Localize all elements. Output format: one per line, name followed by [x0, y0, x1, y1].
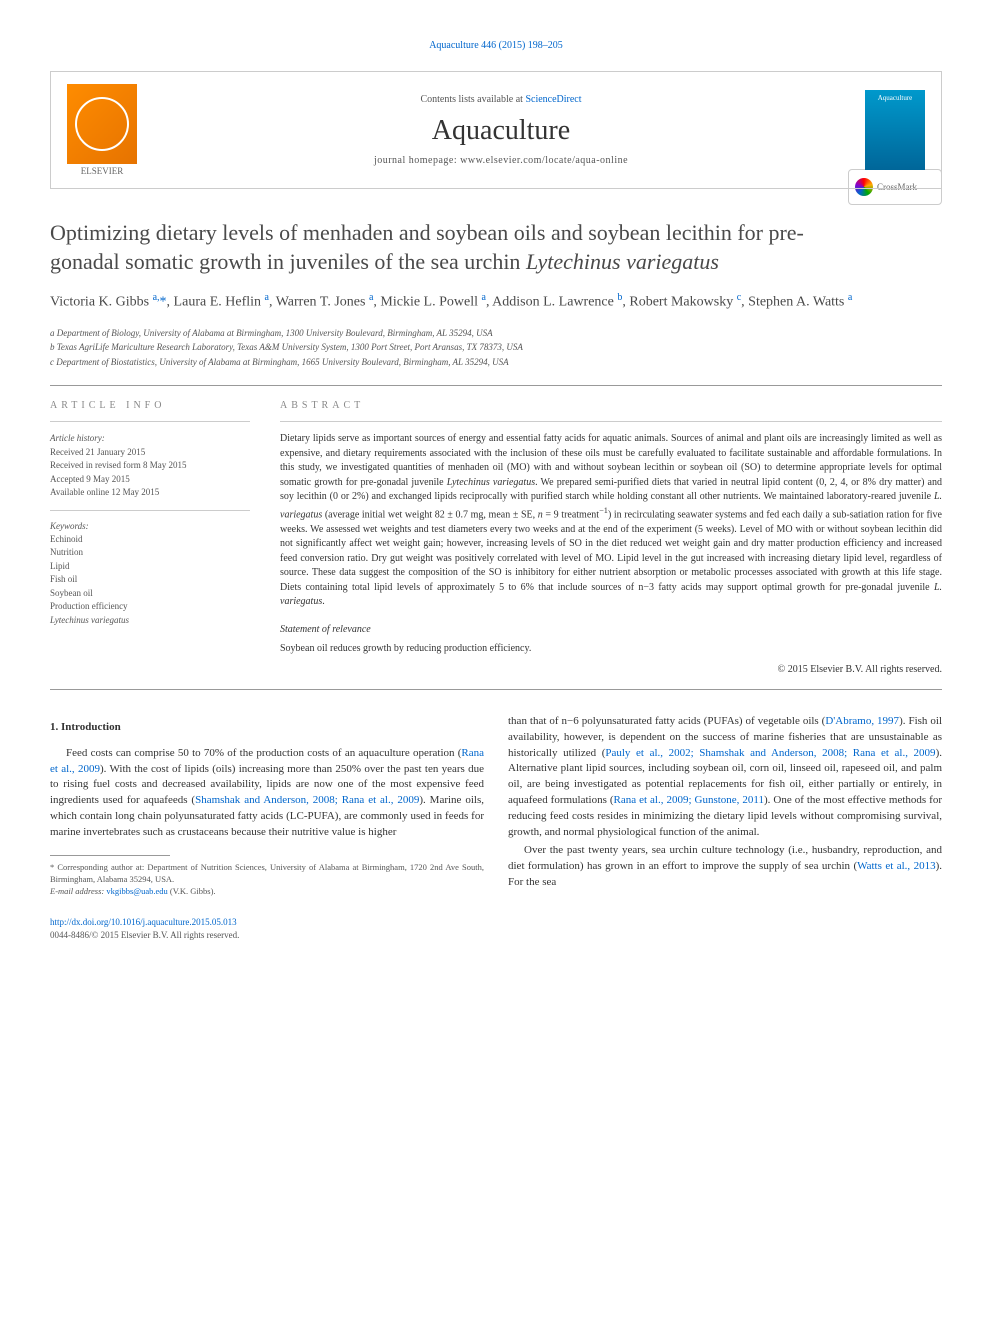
keyword-item: Lipid	[50, 560, 250, 574]
title-species: Lytechinus variegatus	[526, 249, 719, 274]
corresponding-author-footnote: * Corresponding author at: Department of…	[50, 862, 484, 898]
journal-homepage: journal homepage: www.elsevier.com/locat…	[137, 155, 865, 166]
keyword-item: Echinoid	[50, 533, 250, 547]
keyword-item: Nutrition	[50, 546, 250, 560]
email-link[interactable]: vkgibbs@uab.edu	[106, 886, 167, 896]
homepage-label: journal homepage:	[374, 155, 460, 166]
info-separator-2	[50, 510, 250, 511]
homepage-url[interactable]: www.elsevier.com/locate/aqua-online	[460, 155, 628, 166]
history-accepted: Accepted 9 May 2015	[50, 473, 250, 487]
keyword-item: Soybean oil	[50, 587, 250, 601]
history-received: Received 21 January 2015	[50, 446, 250, 460]
publisher-name: ELSEVIER	[67, 166, 137, 176]
intro-paragraph-1: Feed costs can comprise 50 to 70% of the…	[50, 746, 484, 842]
affiliation-b: b Texas AgriLife Mariculture Research La…	[50, 341, 942, 355]
body-column-right: than that of n−6 polyunsaturated fatty a…	[508, 714, 942, 941]
journal-title: Aquaculture	[137, 115, 865, 147]
elsevier-tree-icon	[67, 84, 137, 164]
intro-paragraph-3: Over the past twenty years, sea urchin c…	[508, 843, 942, 891]
abstract-label: abstract	[280, 400, 942, 411]
info-separator-1	[50, 421, 250, 422]
article-info-label: article info	[50, 400, 250, 411]
affiliation-c: c Department of Biostatistics, Universit…	[50, 356, 942, 370]
doi-block: http://dx.doi.org/10.1016/j.aquaculture.…	[50, 916, 484, 941]
footnote-separator	[50, 855, 170, 856]
article-title: Optimizing dietary levels of menhaden an…	[50, 219, 942, 276]
history-revised: Received in revised form 8 May 2015	[50, 459, 250, 473]
author-list: Victoria K. Gibbs a,*, Laura E. Heflin a…	[50, 290, 942, 313]
article-history-block: Article history: Received 21 January 201…	[50, 432, 250, 500]
keywords-list: Echinoid Nutrition Lipid Fish oil Soybea…	[50, 533, 250, 628]
affiliation-a: a Department of Biology, University of A…	[50, 327, 942, 341]
keyword-item: Production efficiency	[50, 600, 250, 614]
history-online: Available online 12 May 2015	[50, 486, 250, 500]
issn-line: 0044-8486/© 2015 Elsevier B.V. All right…	[50, 930, 239, 940]
email-label: E-mail address:	[50, 886, 106, 896]
body-two-column: 1. Introduction Feed costs can comprise …	[50, 714, 942, 941]
affiliations: a Department of Biology, University of A…	[50, 327, 942, 370]
intro-heading: 1. Introduction	[50, 720, 484, 736]
citation-header: Aquaculture 446 (2015) 198–205	[50, 40, 942, 51]
journal-cover-thumbnail	[865, 90, 925, 170]
elsevier-logo-block: ELSEVIER	[67, 84, 137, 176]
body-column-left: 1. Introduction Feed costs can comprise …	[50, 714, 484, 941]
keyword-item: Fish oil	[50, 573, 250, 587]
footnote-corr: * Corresponding author at: Department of…	[50, 862, 484, 886]
header-center: Contents lists available at ScienceDirec…	[137, 94, 865, 166]
history-heading: Article history:	[50, 432, 250, 446]
contents-line: Contents lists available at ScienceDirec…	[137, 94, 865, 105]
info-abstract-row: article info Article history: Received 2…	[50, 400, 942, 674]
abstract-copyright: © 2015 Elsevier B.V. All rights reserved…	[280, 664, 942, 675]
intro-paragraph-2: than that of n−6 polyunsaturated fatty a…	[508, 714, 942, 842]
divider-bottom	[50, 689, 942, 690]
keyword-item: Lytechinus variegatus	[50, 614, 250, 628]
abstract-text: Dietary lipids serve as important source…	[280, 432, 942, 609]
contents-prefix: Contents lists available at	[420, 94, 525, 105]
doi-link[interactable]: http://dx.doi.org/10.1016/j.aquaculture.…	[50, 917, 237, 927]
abstract-separator	[280, 421, 942, 422]
divider-top	[50, 385, 942, 386]
relevance-text: Soybean oil reduces growth by reducing p…	[280, 643, 942, 654]
sciencedirect-link[interactable]: ScienceDirect	[525, 94, 581, 105]
email-suffix: (V.K. Gibbs).	[168, 886, 216, 896]
journal-header-box: ELSEVIER Contents lists available at Sci…	[50, 71, 942, 189]
keywords-heading: Keywords:	[50, 521, 250, 531]
article-info-column: article info Article history: Received 2…	[50, 400, 250, 674]
abstract-column: abstract Dietary lipids serve as importa…	[280, 400, 942, 674]
footnote-email-line: E-mail address: vkgibbs@uab.edu (V.K. Gi…	[50, 886, 484, 898]
relevance-label: Statement of relevance	[280, 624, 942, 635]
